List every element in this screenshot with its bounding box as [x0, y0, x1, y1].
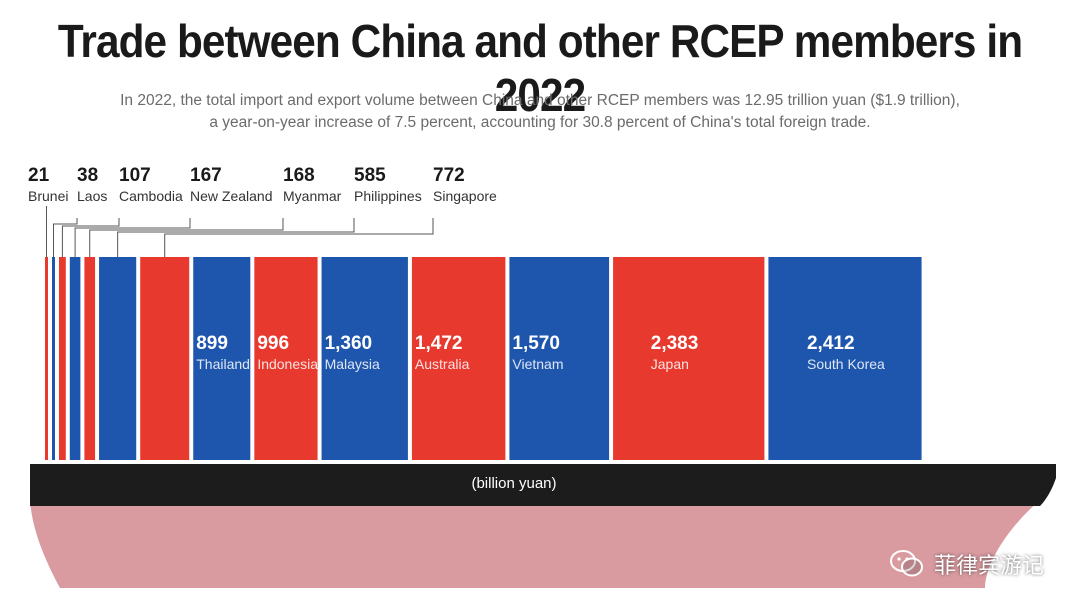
value-label-malaysia: 1,360 [325, 333, 373, 354]
category-label-brunei: Brunei [28, 188, 68, 204]
category-label-indonesia: Indonesia [257, 356, 318, 372]
callout-line-myanmar [89, 218, 284, 257]
chart-title: Trade between China and other RCEP membe… [57, 15, 1023, 121]
bar-singapore [140, 257, 190, 460]
bar-philippines [99, 257, 137, 460]
bar-indonesia [254, 257, 318, 460]
value-label-laos: 38 [77, 165, 98, 186]
value-label-new-zealand: 167 [190, 165, 222, 186]
category-label-laos: Laos [77, 188, 107, 204]
subtitle-line-2: a year-on-year increase of 7.5 percent, … [209, 114, 871, 131]
value-label-myanmar: 168 [283, 165, 315, 186]
bar-cambodia [59, 257, 66, 460]
value-label-brunei: 21 [28, 165, 50, 186]
category-label-thailand: Thailand [196, 356, 250, 372]
bar-laos [52, 257, 55, 460]
category-label-philippines: Philippines [354, 188, 422, 204]
value-label-singapore: 772 [433, 165, 465, 186]
watermark: 菲律宾游记 [889, 548, 1044, 580]
value-label-thailand: 899 [196, 333, 228, 354]
bar-australia [411, 257, 506, 460]
callout-line-cambodia [61, 218, 120, 257]
bar-japan [613, 257, 765, 460]
category-label-japan: Japan [651, 356, 689, 372]
value-label-indonesia: 996 [257, 333, 289, 354]
category-label-south-korea: South Korea [807, 356, 885, 372]
bar-south-korea [768, 257, 922, 460]
callout-line-philippines [117, 218, 355, 257]
category-label-cambodia: Cambodia [119, 188, 183, 204]
bar-thailand [193, 257, 251, 460]
chart-subtitle: In 2022, the total import and export vol… [60, 90, 1020, 134]
bar-myanmar [84, 257, 96, 460]
category-label-singapore: Singapore [433, 188, 497, 204]
bar-vietnam [509, 257, 610, 460]
callout-line-laos [53, 218, 78, 257]
category-label-australia: Australia [415, 356, 470, 372]
ship-hull-deck [30, 464, 1056, 506]
unit-label: (billion yuan) [471, 475, 556, 492]
wechat-icon [889, 550, 923, 577]
value-label-philippines: 585 [354, 165, 386, 186]
category-label-vietnam: Vietnam [512, 356, 563, 372]
watermark-text: 菲律宾游记 [933, 554, 1044, 579]
bar-brunei [45, 257, 48, 460]
value-label-cambodia: 107 [119, 165, 151, 186]
bar-malaysia [321, 257, 408, 460]
category-label-malaysia: Malaysia [325, 356, 380, 372]
category-label-myanmar: Myanmar [283, 188, 342, 204]
category-label-new-zealand: New Zealand [190, 188, 273, 204]
value-label-south-korea: 2,412 [807, 333, 855, 354]
value-label-australia: 1,472 [415, 333, 463, 354]
bar-new-zealand [69, 257, 81, 460]
value-label-vietnam: 1,570 [512, 333, 560, 354]
callout-line-new-zealand [74, 218, 191, 257]
value-label-japan: 2,383 [651, 333, 699, 354]
ship-hull-bottom [30, 500, 1040, 588]
callout-line-singapore [164, 218, 434, 257]
subtitle-line-1: In 2022, the total import and export vol… [120, 92, 960, 109]
